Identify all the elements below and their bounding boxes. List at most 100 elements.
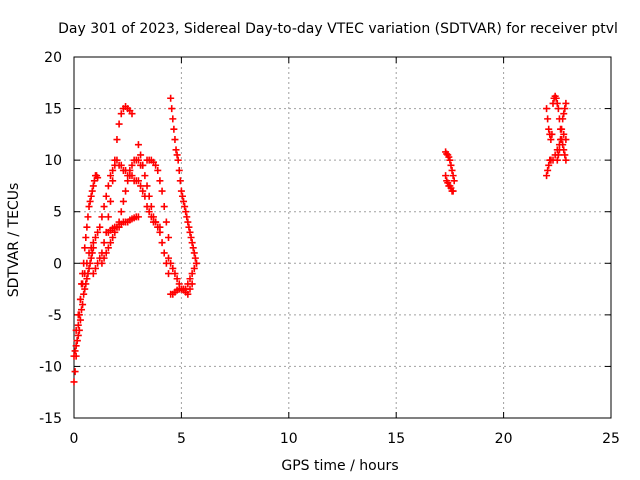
data-point [446,156,454,164]
data-point [104,213,112,221]
y-tick-label: 0 [53,256,62,272]
data-point [559,115,567,123]
data-point [134,141,142,149]
data-point [168,105,176,113]
data-point [167,94,175,102]
data-point [117,208,125,216]
data-point [117,161,125,169]
data-point [139,187,147,195]
y-axis-label: SDTVAR / TECUs [6,183,22,298]
data-point [100,203,108,211]
data-point [158,239,166,247]
data-point [177,187,185,195]
data-point [169,115,177,123]
data-point [76,316,84,324]
data-point [137,182,145,190]
data-point [102,249,110,257]
data-point [72,326,80,334]
data-point [558,125,566,133]
data-point [84,213,92,221]
y-tick-label: -15 [39,411,62,427]
data-point [124,177,132,185]
data-point [122,187,130,195]
data-point [70,352,78,360]
data-point [147,203,155,211]
data-point [111,156,119,164]
y-tick-label: 20 [44,50,62,66]
data-point [71,368,79,376]
data-point [169,264,177,272]
data-point [545,125,553,133]
data-point [91,264,99,272]
data-point [442,172,450,180]
data-point [117,110,125,118]
y-tick-label: 10 [44,153,62,169]
data-point [104,244,112,252]
data-point [172,146,180,154]
data-point [557,136,565,144]
data-point [79,280,87,288]
data-point [71,347,79,355]
data-point [83,275,91,283]
data-point [171,270,179,278]
data-point [190,264,198,272]
data-point [87,192,95,200]
data-point [115,120,123,128]
data-point [113,136,121,144]
data-point [109,234,117,241]
data-point [149,213,157,221]
data-point [184,290,192,298]
data-point [126,166,134,174]
data-point [91,234,99,241]
data-point [187,234,195,241]
data-point [188,280,196,288]
data-point [70,378,78,386]
data-point [160,203,168,211]
data-point [82,234,90,241]
data-point [165,270,173,278]
data-point [156,228,164,236]
data-point [448,166,456,174]
data-point [544,115,552,123]
data-point [87,244,95,252]
x-tick-label: 20 [495,431,513,447]
data-point [85,264,93,272]
data-point [185,223,193,231]
data-point [158,187,166,195]
data-point [547,136,555,144]
data-point [553,156,561,164]
data-point [141,172,149,180]
data-point [173,275,181,283]
data-point [85,203,93,211]
data-point [134,177,142,185]
data-point [152,218,160,226]
data-point [181,203,189,211]
chart-title: Day 301 of 2023, Sidereal Day-to-day VTE… [58,21,618,37]
data-point [88,187,96,195]
data-point [160,249,168,257]
data-point [145,208,153,216]
data-point [555,146,563,154]
data-point [544,166,552,174]
data-point [449,187,457,195]
data-point [165,254,173,262]
data-point [128,172,136,180]
data-point [98,259,106,267]
data-point [178,192,186,200]
data-point [83,259,91,267]
data-point [162,218,170,226]
data-point [72,342,80,350]
data-point [189,244,197,252]
data-point [100,239,108,247]
data-point [449,172,457,180]
data-point [175,166,183,174]
data-point [165,234,173,241]
data-point [173,151,181,159]
data-point [76,295,84,303]
data-point [145,192,153,200]
x-tick-label: 5 [177,431,186,447]
data-point [137,151,145,159]
x-tick-label: 10 [280,431,298,447]
data-point [78,306,86,314]
